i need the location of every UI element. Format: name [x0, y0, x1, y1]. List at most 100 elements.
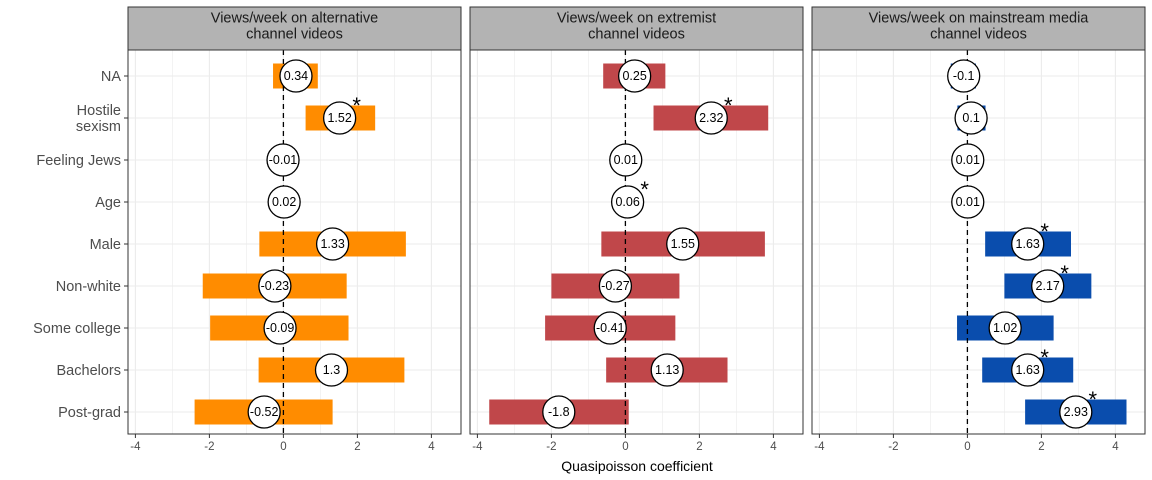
estimate-point	[1011, 353, 1045, 387]
panel-2: Views/week on extremist channel videos 0.2…	[469, 6, 804, 453]
data-label: 1.63	[1016, 237, 1040, 251]
data-label: 1.63	[1016, 363, 1040, 377]
y-tick-label: Hostile sexism	[76, 103, 121, 135]
y-tick-label: Some college	[33, 321, 121, 337]
estimate-point	[1031, 269, 1065, 303]
estimate-point	[279, 59, 313, 93]
x-tick-label: 0	[622, 441, 628, 453]
data-label: -0.23	[261, 279, 290, 293]
x-tick-label: -2	[546, 441, 556, 453]
data-label: 0.01	[614, 153, 638, 167]
x-tick-label: 4	[428, 441, 435, 453]
panels-layer: Views/week on alternative channel videos 0…	[127, 6, 1146, 453]
data-label: 2.32	[699, 111, 723, 125]
y-tick-label: Post-grad	[58, 405, 121, 421]
estimate-point	[247, 395, 281, 429]
data-label: 2.93	[1064, 405, 1088, 419]
estimate-point	[542, 395, 576, 429]
estimate-point	[954, 101, 988, 135]
panel-title: Views/week on extremist channel videos	[557, 10, 716, 42]
data-label: 1.02	[993, 321, 1017, 335]
data-label: 0.02	[272, 195, 296, 209]
panel-strip	[811, 6, 1146, 51]
significance-star: *	[1040, 219, 1049, 244]
panel-3: Views/week on mainstream media channel vi…	[811, 6, 1146, 453]
y-tick-label: NA	[101, 69, 121, 85]
x-tick-label: -4	[472, 441, 483, 453]
estimate-point	[593, 311, 627, 345]
x-tick-label: 2	[354, 441, 360, 453]
data-label: -0.1	[953, 69, 975, 83]
significance-star: *	[352, 93, 361, 118]
y-tick-label: Male	[90, 237, 121, 253]
data-label: 1.52	[327, 111, 351, 125]
estimate-point	[1011, 227, 1045, 261]
x-tick-label: -2	[204, 441, 214, 453]
estimate-point	[598, 269, 633, 303]
x-tick-label: -4	[814, 441, 825, 453]
x-tick-label: 2	[1038, 441, 1044, 453]
significance-star: *	[1060, 261, 1069, 286]
x-tick-label: -2	[888, 441, 898, 453]
data-label: -0.01	[269, 153, 298, 167]
estimate-point	[947, 59, 981, 93]
data-label: 0.01	[956, 153, 980, 167]
estimate-point	[266, 143, 300, 177]
data-label: -0.27	[601, 279, 630, 293]
estimate-point	[258, 269, 292, 303]
data-label: 1.13	[655, 363, 679, 377]
x-tick-label: 0	[280, 441, 286, 453]
panel-strip	[127, 6, 462, 51]
significance-star: *	[640, 177, 649, 202]
y-tick-label: Bachelors	[57, 363, 121, 379]
panel-border	[811, 49, 1146, 435]
estimate-point	[1059, 395, 1093, 429]
data-label: -0.09	[266, 321, 295, 335]
x-tick-label: -4	[130, 441, 141, 453]
estimate-point	[951, 143, 985, 177]
data-label: 0.1	[962, 111, 979, 125]
panel-strip	[469, 6, 804, 51]
estimate-point	[610, 185, 645, 219]
x-tick-label: 0	[964, 441, 970, 453]
x-tick-label: 4	[770, 441, 777, 453]
estimate-point	[267, 185, 301, 219]
x-tick-label: 4	[1112, 441, 1119, 453]
panel-title: Views/week on mainstream media channel vi…	[869, 10, 1090, 42]
panel-title: Views/week on alternative channel videos	[211, 10, 378, 42]
estimate-point	[618, 59, 652, 93]
data-label: 0.06	[615, 195, 639, 209]
y-tick-label: Feeling Jews	[36, 153, 121, 169]
estimate-point	[314, 353, 349, 387]
significance-star: *	[724, 93, 733, 118]
estimate-point	[315, 227, 350, 261]
panel-border	[127, 49, 462, 435]
estimate-point	[322, 101, 357, 135]
x-tick-label: 2	[696, 441, 702, 453]
y-tick-label: Age	[95, 195, 121, 211]
data-label: 1.33	[320, 237, 344, 251]
data-label: 1.55	[671, 237, 695, 251]
estimate-point	[951, 185, 985, 219]
data-label: -0.41	[596, 321, 625, 335]
estimate-point	[988, 311, 1022, 345]
significance-star: *	[1089, 387, 1098, 412]
estimate-point	[609, 143, 643, 177]
y-axis-labels: NA Hostile sexism Feeling Jews Age Male Non-wh…	[33, 69, 128, 421]
panel-border	[469, 49, 804, 435]
data-label: -0.52	[250, 405, 279, 419]
x-axis-label: Quasipoisson coefficient	[561, 458, 713, 474]
significance-star: *	[1040, 345, 1049, 370]
data-label: 2.17	[1036, 279, 1060, 293]
data-label: 0.01	[956, 195, 980, 209]
data-label: -1.8	[548, 405, 570, 419]
estimate-point	[263, 311, 297, 345]
data-label: 0.25	[622, 69, 646, 83]
estimate-point	[666, 227, 700, 261]
y-tick-label: Non-white	[56, 279, 121, 295]
panel-1: Views/week on alternative channel videos 0…	[127, 6, 462, 453]
estimate-point	[694, 101, 728, 135]
data-label: 0.34	[284, 69, 308, 83]
data-label: 1.3	[323, 363, 340, 377]
